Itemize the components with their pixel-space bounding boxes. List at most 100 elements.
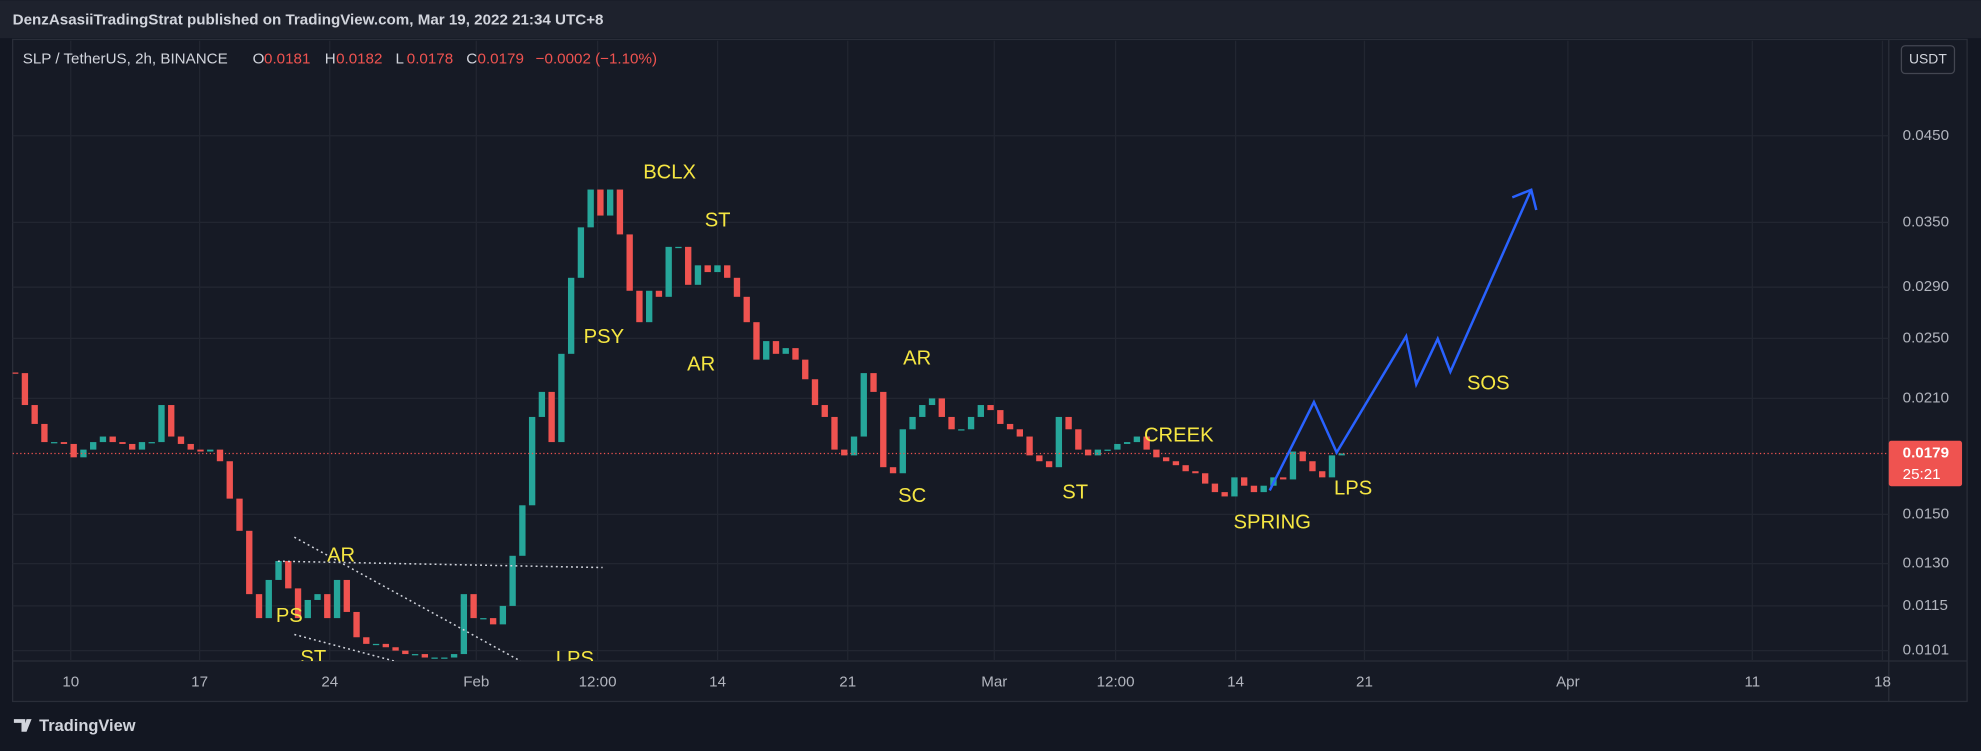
candle	[733, 277, 741, 297]
annotation: ST	[705, 210, 731, 232]
logo-text: TradingView	[39, 717, 136, 735]
candle	[148, 442, 155, 444]
annotation: PS	[276, 605, 303, 627]
ohlc-value: 0.0181	[264, 51, 310, 68]
candle	[197, 449, 204, 452]
y-tick-label: 0.0290	[1903, 278, 1949, 295]
candle	[499, 605, 507, 625]
candle	[60, 442, 68, 444]
annotation: LPS	[1334, 478, 1372, 500]
ohlc-value: 0.0179	[478, 51, 524, 68]
x-tick-label: 21	[839, 674, 856, 691]
annotation: ST	[300, 647, 326, 669]
x-tick-label: 18	[1874, 674, 1891, 691]
candle	[548, 391, 555, 443]
candle	[304, 599, 311, 619]
candle	[1201, 473, 1209, 484]
projection-path	[1268, 189, 1533, 492]
candle	[109, 436, 116, 443]
candle	[997, 410, 1004, 424]
currency-box[interactable]	[1900, 45, 1956, 75]
candle	[1182, 465, 1189, 472]
candle	[860, 373, 867, 437]
candle	[1045, 461, 1053, 468]
candle	[41, 423, 48, 443]
candle	[743, 296, 750, 323]
x-tick-label: 21	[1356, 674, 1373, 691]
candle	[1309, 461, 1316, 472]
candle	[119, 442, 126, 444]
candle	[597, 189, 604, 216]
ohlc-value: 0.0182	[336, 51, 382, 68]
candle	[919, 405, 926, 417]
y-tick-label: 0.0101	[1903, 642, 1949, 659]
x-tick-label: 10	[62, 674, 79, 691]
candle	[363, 637, 370, 644]
x-tick-label: 14	[1227, 674, 1244, 691]
candle	[431, 657, 438, 659]
y-tick-label: 0.0115	[1903, 597, 1948, 614]
candle	[841, 449, 848, 456]
ohlc-value: 0.0178	[407, 51, 453, 68]
y-tick-label: 0.0250	[1903, 329, 1949, 346]
candle	[831, 416, 838, 450]
legend: SLP / TetherUS, 2h, BINANCE O 0.0181 H 0.018…	[23, 51, 657, 68]
candle	[441, 657, 448, 659]
candle	[1075, 429, 1082, 450]
candle	[938, 398, 945, 417]
candle	[226, 461, 233, 499]
candle	[314, 594, 321, 600]
candle	[899, 429, 906, 474]
candle	[802, 359, 809, 380]
candle	[1094, 449, 1102, 456]
drawings	[277, 188, 1538, 662]
candle	[587, 189, 594, 228]
candle	[1192, 471, 1199, 474]
annotation: LPS	[556, 648, 594, 670]
candle	[948, 416, 955, 430]
candle	[31, 405, 38, 424]
y-tick-label: 0.0130	[1903, 555, 1949, 572]
x-tick-label: 17	[191, 674, 208, 691]
candle	[753, 322, 760, 360]
x-tick-label: 12:00	[1097, 674, 1135, 691]
candle	[489, 618, 497, 625]
candle	[821, 405, 828, 417]
candle	[1143, 436, 1150, 450]
candle	[655, 290, 663, 297]
annotation: AR	[327, 545, 355, 567]
candle	[402, 650, 409, 655]
candle	[450, 654, 458, 658]
candle	[324, 594, 331, 619]
candle	[216, 449, 224, 462]
logo: TradingView	[13, 717, 136, 735]
last-price-box	[1888, 440, 1963, 487]
candle	[675, 246, 682, 249]
candle	[958, 429, 965, 431]
candle	[460, 594, 468, 655]
x-tick-label: Apr	[1556, 674, 1580, 691]
y-tick-label: 0.0210	[1903, 389, 1949, 406]
candle	[421, 654, 429, 658]
candle	[285, 561, 292, 589]
candle	[880, 391, 887, 468]
candle	[168, 405, 175, 437]
annotation: AR	[903, 347, 931, 369]
candle	[694, 265, 702, 285]
annotation: SPRING	[1234, 512, 1311, 534]
x-tick-label: 24	[321, 674, 338, 691]
candle	[1016, 429, 1024, 437]
candle	[685, 246, 692, 285]
ohlc-label: C	[466, 51, 477, 68]
change: −0.0002 (−1.10%)	[536, 51, 657, 68]
candle	[1280, 477, 1287, 480]
candle	[1153, 449, 1160, 458]
candles	[12, 189, 1889, 659]
candle	[558, 353, 565, 443]
candle	[977, 405, 984, 417]
x-tick-label: 11	[1744, 674, 1760, 691]
candle	[333, 579, 341, 619]
candle	[1241, 477, 1248, 486]
symbol-title: SLP / TetherUS, 2h, BINANCE	[23, 51, 228, 68]
